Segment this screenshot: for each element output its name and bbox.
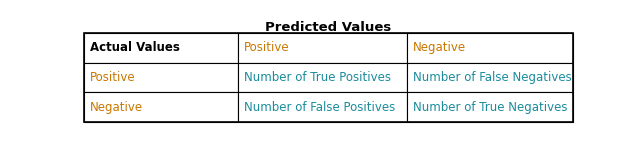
- Text: Positive: Positive: [90, 71, 136, 84]
- Bar: [407, 92, 573, 122]
- Text: Number of True Positives: Number of True Positives: [244, 71, 391, 84]
- Bar: [84, 33, 238, 62]
- Text: Positive: Positive: [244, 41, 290, 54]
- Text: Negative: Negative: [90, 101, 143, 114]
- Bar: [84, 92, 238, 122]
- Bar: [84, 62, 238, 92]
- Bar: [238, 33, 407, 62]
- Bar: [84, 33, 573, 122]
- Text: Actual Values: Actual Values: [90, 41, 180, 54]
- Bar: [407, 62, 573, 92]
- Bar: [238, 62, 407, 92]
- Text: Number of False Positives: Number of False Positives: [244, 101, 395, 114]
- Bar: [238, 92, 407, 122]
- Text: Number of False Negatives: Number of False Negatives: [413, 71, 571, 84]
- Bar: [407, 33, 573, 62]
- Text: Negative: Negative: [413, 41, 466, 54]
- Text: Predicted Values: Predicted Values: [265, 21, 392, 34]
- Text: Number of True Negatives: Number of True Negatives: [413, 101, 567, 114]
